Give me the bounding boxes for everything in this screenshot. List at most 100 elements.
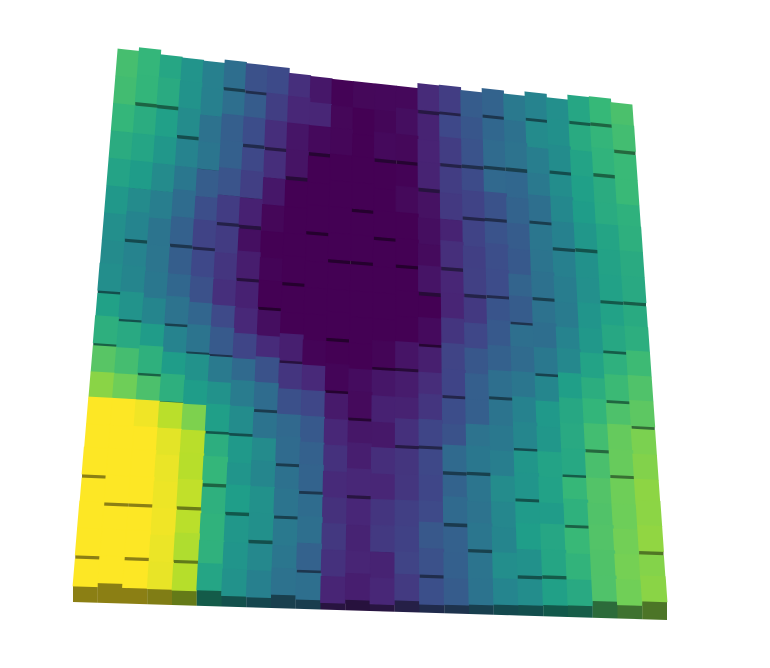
surface-cell bbox=[441, 342, 466, 371]
surface-cell bbox=[224, 484, 251, 513]
surface-cell bbox=[348, 342, 373, 371]
surface-cell bbox=[196, 562, 224, 592]
surface-cell bbox=[463, 297, 488, 326]
surface-cell bbox=[259, 230, 285, 260]
surface-cell bbox=[371, 369, 396, 398]
surface-cell bbox=[257, 279, 283, 309]
surface-cell bbox=[352, 107, 376, 137]
surface-cell bbox=[439, 166, 463, 195]
surface-cell bbox=[330, 127, 354, 157]
surface-cell bbox=[90, 345, 117, 375]
surface-cell bbox=[176, 107, 201, 137]
surface-cell bbox=[227, 435, 254, 465]
surface-cell bbox=[578, 327, 604, 356]
surface-cell bbox=[514, 472, 540, 500]
surface-cell bbox=[438, 84, 462, 114]
surface-cell bbox=[261, 203, 286, 234]
surface-cell bbox=[566, 579, 594, 607]
surface-cell bbox=[373, 209, 397, 239]
surface-cell-side bbox=[147, 588, 172, 605]
surface-cell bbox=[296, 542, 323, 571]
surface-cell bbox=[307, 155, 331, 185]
surface-cell bbox=[467, 522, 493, 550]
surface-cell bbox=[192, 218, 218, 249]
surface-cell bbox=[304, 260, 329, 290]
surface-cell bbox=[325, 310, 351, 340]
surface-cell bbox=[345, 524, 372, 553]
surface-cell bbox=[371, 421, 396, 450]
surface-cell bbox=[573, 221, 599, 251]
surface-cell bbox=[246, 543, 274, 572]
surface-cell bbox=[344, 572, 371, 601]
surface-cell bbox=[462, 219, 486, 249]
surface-cell bbox=[296, 515, 323, 544]
surface-cell bbox=[217, 167, 242, 197]
surface-cell bbox=[106, 157, 132, 188]
surface-cell-side bbox=[543, 604, 568, 617]
surface-cell bbox=[285, 148, 309, 179]
surface-cell bbox=[103, 474, 131, 504]
surface-cell bbox=[394, 499, 420, 528]
surface-cell bbox=[220, 113, 245, 144]
surface-cell-side bbox=[246, 596, 271, 608]
surface-cell bbox=[619, 250, 645, 279]
surface-cell bbox=[546, 118, 571, 148]
surface-cell bbox=[346, 498, 372, 527]
surface-cell bbox=[298, 463, 324, 492]
surface-cell bbox=[540, 523, 567, 551]
surface-cell bbox=[604, 373, 631, 402]
surface-cell bbox=[579, 352, 606, 380]
surface-cell bbox=[512, 396, 538, 424]
surface-cell bbox=[554, 301, 580, 330]
surface-cell bbox=[116, 321, 143, 351]
surface-cell bbox=[589, 549, 617, 577]
surface-cell bbox=[591, 574, 618, 602]
surface-cell bbox=[613, 152, 638, 182]
surface-cell-side bbox=[73, 586, 98, 603]
surface-cell bbox=[346, 468, 372, 497]
surface-cell bbox=[584, 452, 611, 480]
surface-cell bbox=[74, 527, 103, 557]
surface-cell bbox=[443, 526, 469, 554]
surface-cell bbox=[331, 78, 354, 109]
surface-cell bbox=[395, 315, 420, 345]
surface-cell bbox=[505, 170, 529, 200]
surface-cell bbox=[152, 481, 179, 510]
surface-cell bbox=[506, 196, 530, 226]
surface-cell bbox=[534, 375, 560, 404]
surface-cell bbox=[583, 423, 610, 451]
surface-cell-side bbox=[617, 604, 643, 620]
surface-cell-side bbox=[320, 602, 346, 611]
surface-cell bbox=[489, 424, 515, 453]
surface-cell bbox=[532, 321, 558, 350]
surface-cell bbox=[327, 262, 352, 292]
surface-cell bbox=[541, 548, 568, 577]
surface-cell bbox=[145, 244, 171, 274]
surface-cell bbox=[576, 276, 601, 305]
surface-cell bbox=[214, 225, 240, 255]
surface-cell bbox=[441, 397, 467, 426]
surface-cell bbox=[536, 426, 562, 454]
surface-cell bbox=[395, 211, 419, 241]
surface-cell bbox=[464, 322, 489, 351]
surface-cell bbox=[526, 146, 551, 176]
surface-cell bbox=[264, 119, 288, 149]
surface-cell bbox=[232, 332, 258, 362]
surface-cell bbox=[218, 139, 244, 170]
surface-cell bbox=[280, 285, 306, 315]
surface-cell bbox=[371, 395, 396, 424]
surface-cell bbox=[328, 205, 352, 235]
surface-cell bbox=[621, 275, 647, 304]
surface-cell bbox=[229, 379, 256, 409]
surface-cell bbox=[418, 521, 445, 550]
surface-cell bbox=[351, 181, 375, 211]
surface-cell bbox=[461, 137, 485, 167]
surface-cell bbox=[320, 549, 347, 578]
surface-cell bbox=[466, 445, 492, 473]
surface-cell bbox=[270, 567, 297, 596]
surface-cell bbox=[558, 397, 585, 425]
surface-cell bbox=[234, 280, 260, 310]
surface-cell bbox=[512, 421, 539, 450]
surface-cell bbox=[181, 403, 208, 433]
